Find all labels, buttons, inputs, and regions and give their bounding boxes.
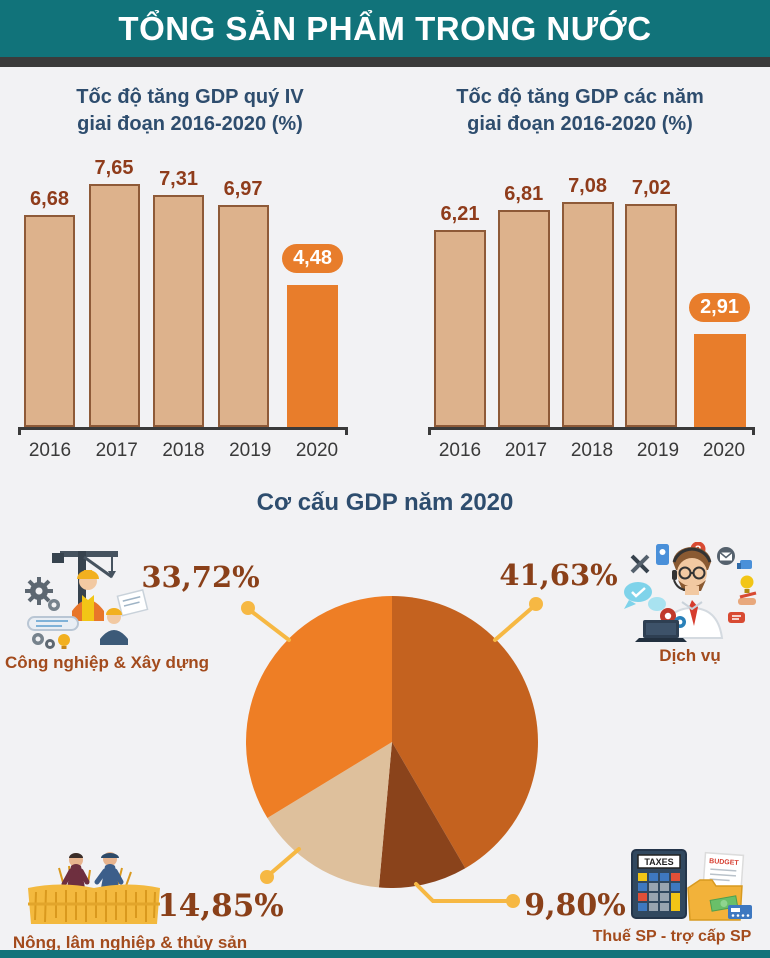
services-support-icon: ? xyxy=(624,542,757,642)
pie-chart-gdp-structure xyxy=(246,596,538,888)
pie-chart-title: Cơ cấu GDP năm 2020 xyxy=(256,489,514,516)
bar-value-label-2019: 6,97 xyxy=(223,178,263,200)
axis-year-label-2020: 2020 xyxy=(702,440,746,461)
bar-chart-q4-year-labels: 2016 2017 2018 2019 2020 xyxy=(24,440,343,462)
bar-value-label-2016: 6,21 xyxy=(440,203,480,225)
bar-value-label-2016: 6,68 xyxy=(30,188,69,210)
bar-column-2019: 7,02 xyxy=(625,150,678,427)
bar-2016 xyxy=(434,230,486,427)
pie-label-tax: Thuế SP - trợ cấp SP xyxy=(592,928,752,945)
bar-2016 xyxy=(24,215,75,427)
axis-year-label-2016: 2016 xyxy=(438,440,482,461)
bar-chart-annual-x-axis xyxy=(428,427,755,435)
bar-2019 xyxy=(625,204,678,427)
bar-2017 xyxy=(497,210,550,427)
pie-label-agriculture: Nông, lâm nghiệp & thủy sản xyxy=(12,933,248,952)
bar-column-2019: 6,97 xyxy=(217,150,269,427)
pie-value-industry: 33,72% xyxy=(141,560,260,594)
bar-value-label-2017: 6,81 xyxy=(504,183,544,205)
bar-value-pill-2020: 4,48 xyxy=(282,244,343,273)
bar-column-2020: 4,48 xyxy=(282,150,343,427)
bar-chart-q4-title-line2: giai đoạn 2016-2020 (%) xyxy=(77,113,303,135)
pie-slice-c-ng-nghi-p-x-y-d-ng xyxy=(246,596,392,819)
pie-value-agriculture: 14,85% xyxy=(157,888,284,924)
footer-bar xyxy=(0,950,770,958)
header-banner: TỔNG SẢN PHẨM TRONG NƯỚC xyxy=(0,0,770,57)
bar-value-label-2019: 7,02 xyxy=(631,177,671,199)
bar-chart-annual-title-line2: giai đoạn 2016-2020 (%) xyxy=(467,113,693,135)
page-title: TỔNG SẢN PHẨM TRONG NƯỚC xyxy=(118,9,652,47)
bar-column-2016: 6,21 xyxy=(434,150,486,427)
bar-chart-q4-x-axis xyxy=(18,427,348,435)
pie-value-services: 41,63% xyxy=(499,558,618,592)
bar-chart-q4-title-line1: Tốc độ tăng GDP quý IV xyxy=(76,86,304,108)
leader-dot-tax xyxy=(506,894,520,908)
bar-chart-q4: 6,68 7,65 7,31 6,97 4,48 xyxy=(24,150,343,427)
pie-slice-d-ch-v xyxy=(392,596,538,869)
bar-chart-annual-title: Tốc độ tăng GDP các năm giai đoạn 2016-2… xyxy=(400,84,760,138)
header-underline-strip xyxy=(0,57,770,67)
bar-column-2018: 7,31 xyxy=(153,150,205,427)
bar-column-2017: 7,65 xyxy=(88,150,140,427)
tax-calculator-icon: TAXES BUDGET xyxy=(631,849,752,921)
bar-column-2020: 2,91 xyxy=(689,150,750,427)
pie-label-industry: Công nghiệp & Xây dựng xyxy=(5,653,210,672)
bar-chart-annual: 6,21 6,81 7,08 7,02 2,91 xyxy=(434,150,750,427)
bar-value-pill-2020: 2,91 xyxy=(689,293,750,322)
bar-value-label-2018: 7,31 xyxy=(159,168,198,190)
bar-chart-annual-title-line1: Tốc độ tăng GDP các năm xyxy=(456,86,704,108)
axis-year-label-2019: 2019 xyxy=(229,440,272,461)
construction-industry-icon xyxy=(25,551,149,649)
budget-label: BUDGET xyxy=(709,858,740,867)
bar-chart-q4-title: Tốc độ tăng GDP quý IV giai đoạn 2016-20… xyxy=(10,84,370,138)
axis-year-label-2019: 2019 xyxy=(636,440,680,461)
bar-2020 xyxy=(693,334,746,427)
axis-year-label-2017: 2017 xyxy=(95,440,138,461)
bar-2018 xyxy=(153,195,205,427)
bar-column-2018: 7,08 xyxy=(561,150,614,427)
pie-slice-thu-sp-tr-c-p-sp xyxy=(378,742,466,888)
bar-2018 xyxy=(561,202,614,427)
axis-year-label-2020: 2020 xyxy=(295,440,339,461)
axis-year-label-2017: 2017 xyxy=(504,440,548,461)
bar-value-label-2017: 7,65 xyxy=(94,157,134,179)
axis-year-label-2018: 2018 xyxy=(162,440,205,461)
axis-year-label-2016: 2016 xyxy=(28,440,72,461)
bar-2017 xyxy=(88,184,140,427)
bar-2020 xyxy=(287,285,339,427)
bar-value-label-2018: 7,08 xyxy=(568,175,607,197)
pie-label-services: Dịch vụ xyxy=(659,646,721,665)
taxes-label: TAXES xyxy=(644,857,673,867)
agriculture-harvest-icon xyxy=(28,852,160,924)
bar-2019 xyxy=(217,205,269,427)
bar-chart-annual-year-labels: 2016 2017 2018 2019 2020 xyxy=(434,440,750,462)
bar-column-2016: 6,68 xyxy=(24,150,75,427)
axis-year-label-2018: 2018 xyxy=(570,440,614,461)
pie-value-tax: 9,80% xyxy=(524,888,626,923)
bar-column-2017: 6,81 xyxy=(497,150,550,427)
